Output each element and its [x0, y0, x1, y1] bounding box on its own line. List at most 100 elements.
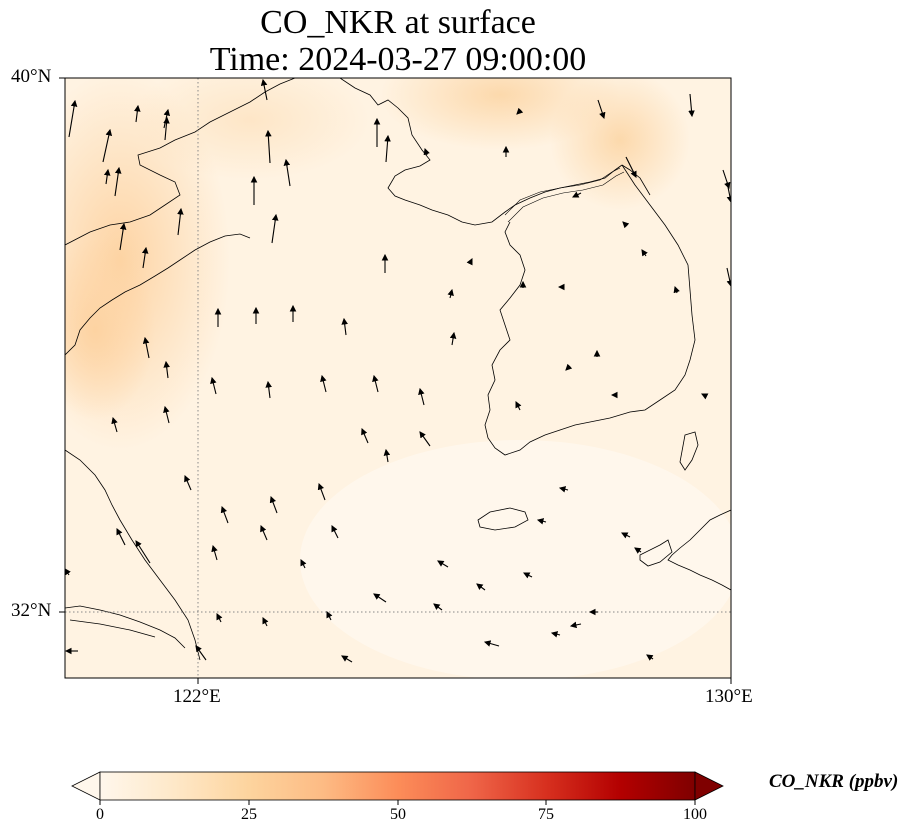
wind-arrow: [634, 547, 642, 554]
wind-arrow: [210, 376, 217, 395]
wind-arrow: [102, 128, 113, 163]
coastline-korea-west: [484, 164, 696, 456]
wind-arrow: [135, 540, 151, 564]
wind-arrow: [483, 640, 500, 647]
wind-arrow: [163, 405, 170, 424]
wind-arrow: [673, 285, 680, 294]
lon-tick-130E: 130°E: [705, 686, 753, 707]
wind-arrow: [516, 107, 524, 115]
colorbar-extend-high: [694, 771, 724, 801]
lat-tick-32N: 32°N: [11, 600, 52, 621]
wind-arrow: [134, 104, 141, 123]
wind-arrow: [701, 393, 709, 400]
lat-tick-40N: 40°N: [11, 66, 52, 87]
coastline-jiangsu: [65, 449, 201, 661]
co-concentration-field: [65, 78, 731, 678]
wind-arrow: [449, 331, 457, 346]
wind-arrow: [163, 108, 171, 129]
colorbar-tick-100: 100: [683, 806, 707, 823]
wind-arrow: [558, 486, 569, 493]
wind-arrow: [260, 78, 268, 101]
wind-arrow: [141, 246, 149, 269]
wind-arrow: [476, 583, 486, 591]
wind-arrow: [384, 134, 391, 163]
wind-arrow: [163, 116, 170, 141]
wind-arrow: [625, 156, 637, 178]
wind-arrow: [341, 655, 353, 663]
coastline-jeju: [477, 507, 529, 531]
wind-arrow: [565, 363, 573, 371]
wind-arrow: [265, 380, 272, 399]
wind-arrow: [216, 613, 223, 623]
wind-arrow: [220, 505, 229, 524]
wind-arrow: [447, 288, 454, 299]
wind-arrow: [726, 267, 731, 288]
wind-arrow: [466, 258, 473, 266]
wind-arrow: [211, 544, 218, 561]
wind-arrow: [326, 611, 333, 621]
wind-arrow: [260, 524, 268, 541]
wind-arrow: [163, 360, 170, 379]
coastline-tsushima: [679, 431, 699, 471]
wind-arrow: [569, 621, 582, 629]
colorbar-tick-0: 0: [96, 806, 104, 823]
wind-arrow: [65, 568, 71, 576]
wind-arrow: [437, 560, 449, 568]
wind-arrow: [621, 532, 631, 539]
wind-arrow: [283, 158, 291, 187]
wind-arrow: [523, 572, 533, 579]
wind-arrow: [269, 495, 278, 514]
wind-arrow: [597, 99, 606, 120]
colorbar-tick-75: 75: [538, 806, 554, 823]
wind-arrow: [641, 249, 648, 257]
wind-arrow: [68, 99, 78, 138]
coastlines: [65, 78, 731, 661]
wind-arrow: [265, 129, 272, 164]
lon-tick-122E: 122°E: [173, 686, 221, 707]
wind-arrow: [536, 518, 547, 525]
wind-arrow: [423, 147, 430, 156]
wind-arrow: [433, 603, 443, 611]
colorbar-gradient: [99, 771, 696, 801]
wind-arrow: [383, 448, 391, 463]
wind-arrow: [320, 374, 327, 393]
wind-arrow: [114, 166, 122, 197]
wind-arrow: [317, 482, 326, 501]
wind-arrow: [184, 474, 192, 491]
wind-vectors: [65, 78, 731, 663]
coastline-bohai-north: [65, 78, 296, 246]
wind-arrow: [361, 427, 369, 444]
wind-arrow: [142, 336, 150, 359]
wind-arrow: [418, 387, 425, 406]
colorbar-label: CO_NKR (ppbv): [769, 771, 899, 792]
wind-arrow: [300, 559, 307, 569]
wind-arrow: [372, 374, 379, 393]
wind-arrow: [271, 213, 279, 244]
wind-arrow: [622, 221, 630, 229]
wind-arrow: [177, 207, 184, 236]
wind-arrow: [116, 528, 126, 546]
map-title: CO_NKR at surface: [260, 4, 536, 41]
map-time-subtitle: Time: 2024-03-27 09:00:00: [209, 41, 587, 78]
colorbar-extend-low: [71, 771, 101, 801]
colorbar-tick-25: 25: [241, 806, 257, 823]
wind-arrow: [726, 181, 731, 204]
colorbar-tick-50: 50: [390, 806, 406, 823]
wind-arrow: [195, 645, 207, 661]
wind-arrow: [341, 317, 348, 336]
coastline-yangtze: [65, 605, 186, 649]
map-frame: [64, 77, 732, 679]
wind-arrow: [572, 191, 582, 198]
wind-arrow: [103, 168, 111, 185]
wind-arrow: [119, 222, 127, 251]
wind-arrow: [373, 593, 387, 603]
wind-arrow: [550, 631, 561, 638]
wind-arrow: [419, 431, 431, 447]
wind-arrow: [331, 525, 339, 539]
colorbar: [71, 771, 724, 805]
wind-arrow: [515, 401, 522, 411]
wind-arrow: [646, 654, 654, 661]
border-yalu: [504, 167, 621, 216]
axis-ticks: [59, 77, 732, 684]
